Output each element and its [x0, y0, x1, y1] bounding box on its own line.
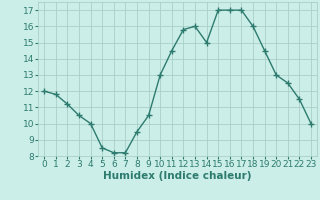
X-axis label: Humidex (Indice chaleur): Humidex (Indice chaleur) — [103, 171, 252, 181]
